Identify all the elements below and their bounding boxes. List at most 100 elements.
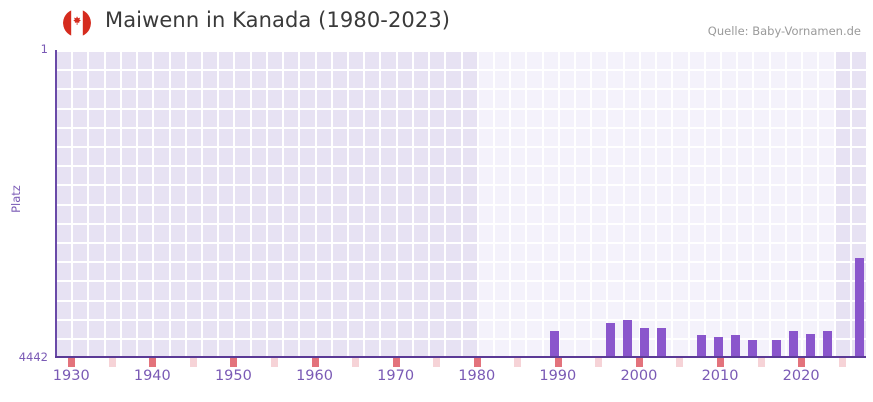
y-axis-title: Platz xyxy=(9,185,23,213)
gridline-vertical xyxy=(136,50,139,357)
gridline-vertical xyxy=(768,50,771,357)
x-axis-tick-major xyxy=(230,358,238,367)
gridline-vertical xyxy=(784,50,787,357)
bar[interactable] xyxy=(772,340,781,357)
gridline-horizontal xyxy=(55,299,866,302)
gridline-vertical xyxy=(460,50,463,357)
x-axis-line xyxy=(55,356,866,358)
gridline-horizontal xyxy=(55,126,866,129)
gridline-horizontal xyxy=(55,261,866,264)
bar[interactable] xyxy=(789,331,798,357)
x-axis-tick-label: 1990 xyxy=(539,368,577,384)
gridline-horizontal xyxy=(55,318,866,321)
gridline-horizontal xyxy=(55,242,866,244)
gridline-vertical xyxy=(217,50,220,357)
gridline-vertical xyxy=(314,50,317,357)
bar[interactable] xyxy=(640,328,649,357)
x-axis-tick-minor xyxy=(595,358,603,367)
gridline-vertical xyxy=(152,50,155,357)
x-axis-tick-minor xyxy=(270,358,278,367)
gridline-horizontal xyxy=(55,338,866,340)
x-axis-tick-major xyxy=(311,358,319,367)
bar[interactable] xyxy=(550,331,559,357)
gridline-vertical xyxy=(703,50,706,357)
x-axis-tick-major xyxy=(149,358,157,367)
bar[interactable] xyxy=(606,323,615,357)
x-axis-tick-label: 1970 xyxy=(377,368,415,384)
x-axis-tick-label: 1960 xyxy=(296,368,333,384)
gridline-vertical xyxy=(249,50,252,357)
gridline-horizontal xyxy=(55,69,866,72)
gridline-vertical xyxy=(330,50,333,357)
x-axis-tick-minor xyxy=(189,358,197,367)
chart-header: Maiwenn in Kanada (1980-2023) Quelle: Ba… xyxy=(0,0,873,46)
x-axis-tick-major xyxy=(554,358,562,367)
x-axis-tick-major xyxy=(392,358,400,367)
gridline-vertical xyxy=(346,50,349,357)
gridline-vertical xyxy=(817,50,820,357)
gridline-horizontal xyxy=(55,50,866,52)
x-axis-tick-major xyxy=(473,358,481,367)
page-title: Maiwenn in Kanada (1980-2023) xyxy=(105,8,451,32)
bar[interactable] xyxy=(855,258,864,357)
gridline-horizontal xyxy=(55,203,866,206)
bar[interactable] xyxy=(823,331,832,357)
gridline-vertical xyxy=(428,50,431,357)
canada-flag-icon xyxy=(63,9,91,37)
gridline-vertical xyxy=(476,50,479,357)
gridline-vertical xyxy=(849,50,852,357)
gridline-vertical xyxy=(492,50,495,357)
plot-area xyxy=(55,50,866,357)
x-axis-tick-minor xyxy=(433,358,441,367)
gridline-vertical xyxy=(509,50,512,357)
gridline-vertical xyxy=(638,50,641,357)
gridline-vertical xyxy=(801,50,804,357)
gridline-vertical xyxy=(720,50,723,357)
bar[interactable] xyxy=(731,335,740,357)
x-axis-tick-major xyxy=(635,358,643,367)
gridline-horizontal xyxy=(55,146,866,148)
gridline-vertical xyxy=(655,50,658,357)
gridline-vertical xyxy=(574,50,577,357)
gridline-vertical xyxy=(168,50,171,357)
x-axis-tick-major xyxy=(68,358,76,367)
bar[interactable] xyxy=(748,340,757,357)
gridline-vertical xyxy=(119,50,122,357)
x-axis-tick-label: 1950 xyxy=(214,368,252,384)
x-axis-tick-label: 1940 xyxy=(133,368,171,384)
gridline-vertical xyxy=(265,50,268,357)
gridline-vertical xyxy=(622,50,625,357)
gridline-vertical xyxy=(395,50,398,357)
gridline-vertical xyxy=(833,50,836,357)
x-axis-tick-minor xyxy=(352,358,360,367)
x-axis-tick-minor xyxy=(838,358,846,367)
gridline-vertical xyxy=(752,50,755,357)
x-axis-tick-label: 1930 xyxy=(52,368,90,384)
gridline-vertical xyxy=(87,50,90,357)
x-axis-tick-major xyxy=(717,358,725,367)
gridline-horizontal xyxy=(55,107,866,110)
x-axis-ticks xyxy=(55,358,866,367)
gridline-vertical xyxy=(71,50,74,357)
x-axis-tick-minor xyxy=(757,358,765,367)
gridline-vertical xyxy=(200,50,203,357)
gridline-vertical xyxy=(298,50,301,357)
gridline-vertical xyxy=(444,50,447,357)
bar-series xyxy=(55,50,866,357)
bar[interactable] xyxy=(623,320,632,357)
gridline-horizontal xyxy=(55,280,866,283)
gridline-horizontal xyxy=(55,165,866,168)
gridline-vertical xyxy=(606,50,609,357)
gridline-horizontal xyxy=(55,88,866,91)
x-axis-tick-label: 2010 xyxy=(701,368,739,384)
x-axis-labels: 1930 1940 1950 1960 1970 1980 1990 2000 2010 2020 xyxy=(0,368,873,390)
bar[interactable] xyxy=(657,328,666,357)
bar[interactable] xyxy=(714,337,723,357)
gridline-vertical xyxy=(736,50,739,357)
gridline-vertical xyxy=(541,50,544,357)
x-axis-tick-major xyxy=(798,358,806,367)
bar[interactable] xyxy=(697,335,706,357)
bar[interactable] xyxy=(806,334,815,357)
gridline-vertical xyxy=(233,50,236,357)
